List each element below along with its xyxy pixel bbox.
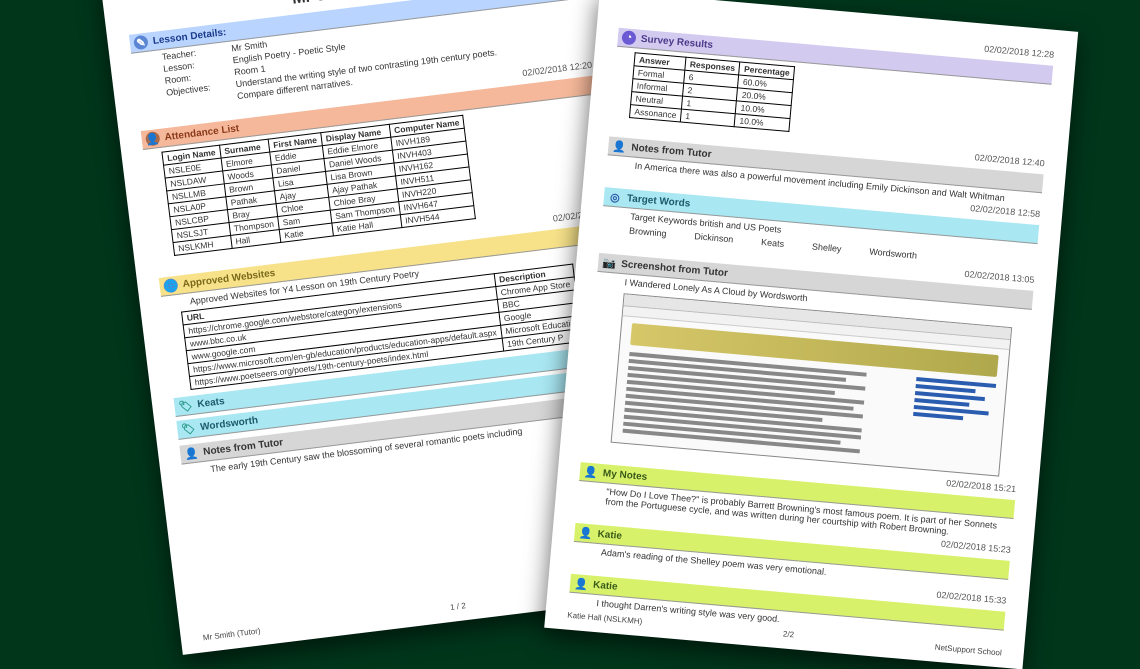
report-page-2: 02/02/2018 12:28 ◔ Survey Results Answer… bbox=[544, 0, 1078, 669]
header-label: Katie bbox=[593, 579, 618, 592]
camera-icon: 📷 bbox=[602, 255, 617, 270]
person-icon: 👤 bbox=[612, 139, 627, 154]
person-icon: 👤 bbox=[574, 576, 589, 591]
person-icon: 👤 bbox=[145, 131, 161, 147]
header-label: Attendance List bbox=[164, 123, 240, 143]
header-label: Notes from Tutor bbox=[203, 437, 284, 458]
target-word: Shelley bbox=[812, 241, 842, 254]
embedded-screenshot bbox=[611, 293, 1013, 476]
target-word: Browning bbox=[629, 225, 667, 238]
header-label: Target Words bbox=[626, 193, 690, 209]
header-label: Survey Results bbox=[640, 33, 713, 50]
survey-table: AnswerResponsesPercentage Formal660.0%In… bbox=[629, 52, 795, 132]
header-label: Screenshot from Tutor bbox=[621, 258, 729, 278]
scroll-icon: ✎ bbox=[133, 35, 149, 51]
target-word: Dickinson bbox=[694, 231, 734, 244]
target-icon: ◎ bbox=[607, 190, 622, 205]
header-label: Keats bbox=[197, 396, 225, 410]
header-label: Wordsworth bbox=[200, 415, 259, 433]
header-label: My Notes bbox=[602, 468, 647, 483]
target-word: Wordsworth bbox=[869, 246, 918, 260]
header-label: Notes from Tutor bbox=[631, 142, 712, 160]
header-label: Approved Websites bbox=[182, 267, 276, 289]
globe-icon: 🌐 bbox=[163, 278, 179, 294]
header-label: Katie bbox=[597, 528, 622, 541]
chart-icon: ◔ bbox=[621, 30, 636, 45]
person-icon: 👤 bbox=[583, 464, 598, 479]
tag-icon: 🏷 bbox=[178, 398, 194, 414]
person-icon: 👤 bbox=[184, 446, 200, 462]
target-word: Keats bbox=[761, 237, 785, 249]
tag-icon: 🏷 bbox=[181, 421, 197, 437]
person-icon: 👤 bbox=[578, 525, 593, 540]
header-label: Lesson Details: bbox=[152, 27, 227, 47]
